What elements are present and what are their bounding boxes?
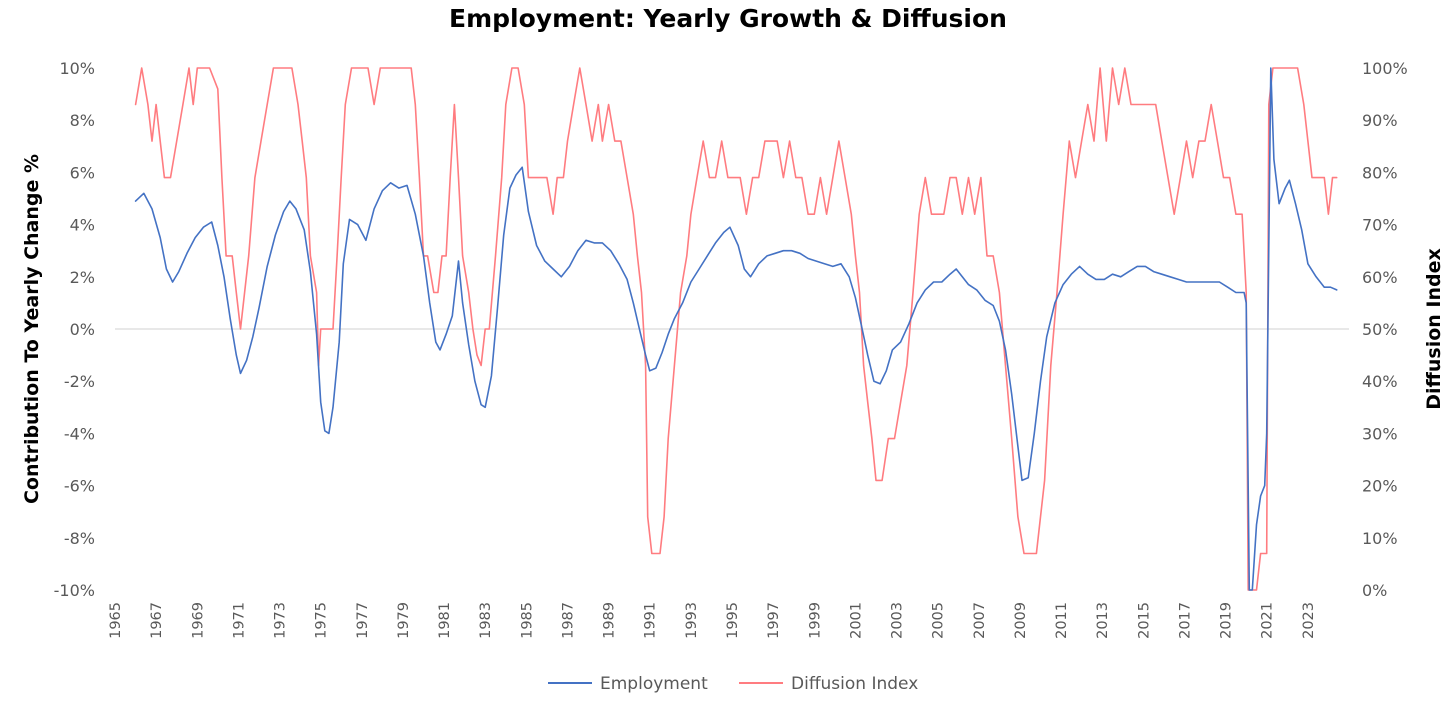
y2-tick-label: 10%	[1362, 529, 1398, 548]
x-tick-label: 1989	[602, 602, 618, 639]
x-tick-label: 1969	[190, 602, 206, 639]
y-tick-label: 10%	[59, 59, 95, 78]
legend-label-diffusion: Diffusion Index	[791, 674, 918, 694]
x-tick-label: 1967	[149, 602, 165, 639]
x-tick-label: 1977	[355, 602, 371, 639]
y-tick-label: 6%	[70, 163, 95, 182]
y-tick-label: -6%	[64, 477, 95, 496]
y2-tick-label: 40%	[1362, 372, 1398, 391]
series-layer	[134, 67, 1338, 591]
x-tick-label: 1995	[725, 602, 741, 639]
x-tick-label: 2003	[890, 602, 906, 639]
y2-tick-label: 20%	[1362, 477, 1398, 496]
legend-item-employment: Employment	[548, 674, 708, 694]
x-tick-label: 1971	[231, 602, 247, 639]
y2-tick-label: 100%	[1362, 59, 1408, 78]
x-tick-label: 1985	[519, 602, 535, 639]
x-tick-label: 1997	[766, 602, 782, 639]
y2-tick-label: 30%	[1362, 424, 1398, 443]
x-tick-label: 1987	[560, 602, 576, 639]
x-tick-label: 2009	[1013, 602, 1029, 639]
chart-title: Employment: Yearly Growth & Diffusion	[449, 4, 1007, 33]
y2-tick-label: 60%	[1362, 268, 1398, 287]
y2-tick-label: 90%	[1362, 111, 1398, 130]
x-tick-label: 2005	[931, 602, 947, 639]
y-axis-ticks: -10% -8% -6% -4% -2% 0% 2% 4% 6% 8% 10%	[54, 59, 95, 600]
x-tick-label: 2013	[1095, 602, 1111, 639]
series-line-employment	[134, 67, 1338, 591]
x-tick-label: 2021	[1260, 602, 1276, 639]
y-axis-title: Contribution To Yearly Change %	[21, 154, 43, 504]
y2-tick-label: 50%	[1362, 320, 1398, 339]
x-tick-label: 2011	[1054, 602, 1070, 639]
y2-axis-ticks: 0% 10% 20% 30% 40% 50% 60% 70% 80% 90% 100%	[1362, 59, 1408, 600]
legend: Employment Diffusion Index	[548, 674, 918, 694]
y2-tick-label: 0%	[1362, 581, 1387, 600]
legend-item-diffusion: Diffusion Index	[739, 674, 918, 694]
x-tick-label: 1991	[643, 602, 659, 639]
y-tick-label: 0%	[70, 320, 95, 339]
x-tick-label: 2007	[972, 602, 988, 639]
x-tick-label: 2015	[1136, 602, 1152, 639]
y2-tick-label: 80%	[1362, 163, 1398, 182]
x-axis-ticks: 1965 1967 1969 1971 1973 1975 1977 1979 1981 1983…	[108, 602, 1317, 639]
x-tick-label: 1979	[396, 602, 412, 639]
series-line-diffusion-index	[134, 67, 1338, 591]
x-tick-label: 1993	[684, 602, 700, 639]
legend-label-employment: Employment	[600, 674, 708, 694]
x-tick-label: 1999	[807, 602, 823, 639]
y-tick-label: 2%	[70, 268, 95, 287]
x-tick-label: 2023	[1301, 602, 1317, 639]
x-tick-label: 1973	[273, 602, 289, 639]
y-tick-label: -8%	[64, 529, 95, 548]
x-tick-label: 2019	[1219, 602, 1235, 639]
y2-tick-label: 70%	[1362, 216, 1398, 235]
x-tick-label: 1975	[314, 602, 330, 639]
y-tick-label: 4%	[70, 216, 95, 235]
y-tick-label: 8%	[70, 111, 95, 130]
y2-axis-title: Diffusion Index	[1423, 248, 1445, 410]
y-tick-label: -4%	[64, 424, 95, 443]
y-tick-label: -2%	[64, 372, 95, 391]
x-tick-label: 1981	[437, 602, 453, 639]
x-tick-label: 1965	[108, 602, 124, 639]
x-tick-label: 2017	[1177, 602, 1193, 639]
y-tick-label: -10%	[54, 581, 95, 600]
x-tick-label: 2001	[848, 602, 864, 639]
x-tick-label: 1983	[478, 602, 494, 639]
